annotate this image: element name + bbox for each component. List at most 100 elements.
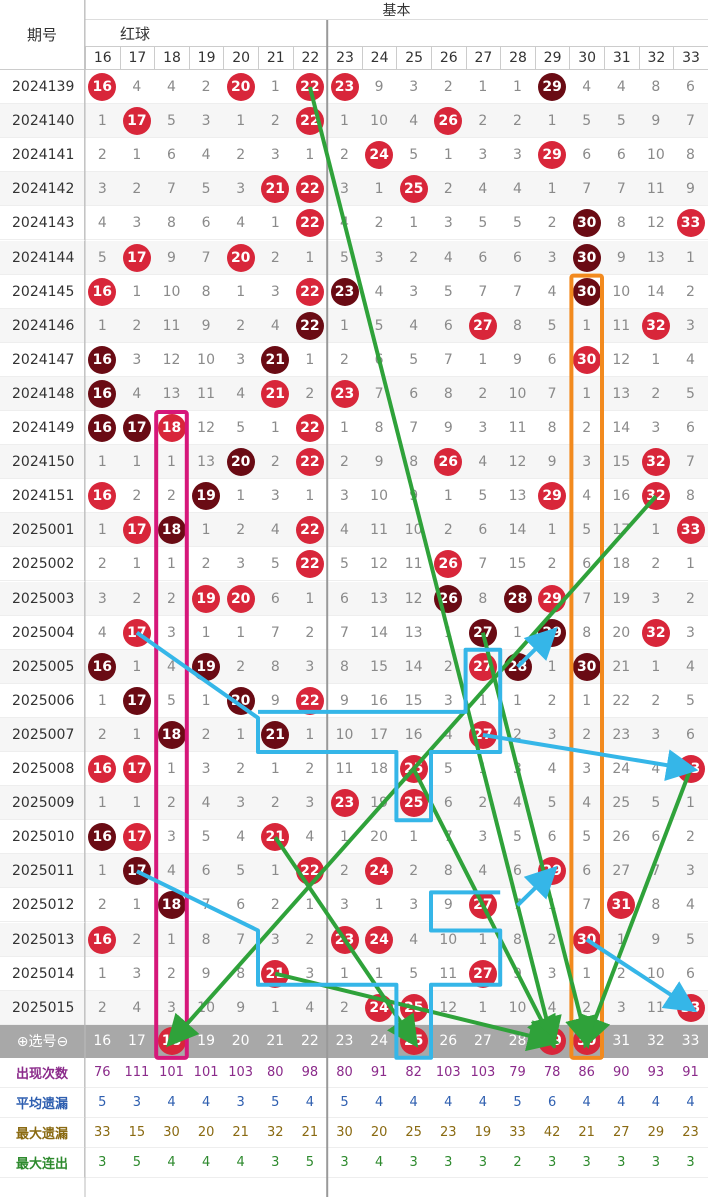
omission-cell: 1 xyxy=(443,488,453,505)
stats-value: 111 xyxy=(119,1058,155,1088)
omission-cell: 9 xyxy=(340,692,349,709)
omission-cell: 6 xyxy=(270,590,280,607)
omission-cell: 9 xyxy=(651,931,661,948)
omission-cell: 1 xyxy=(409,829,419,846)
omission-cell: 1 xyxy=(340,113,349,130)
stats-value: 15 xyxy=(119,1118,155,1148)
omission-cell: 16 xyxy=(370,692,388,709)
omission-cell: 7 xyxy=(443,829,453,846)
ball-21: 21 xyxy=(261,345,290,374)
omission-cell: 2 xyxy=(97,999,107,1016)
omission-cell: 4 xyxy=(97,624,107,641)
stats-value: 80 xyxy=(327,1058,362,1088)
omission-cell: 2 xyxy=(270,249,280,266)
issue-number: 2024142 xyxy=(0,172,85,207)
omission-cell: 3 xyxy=(443,692,453,709)
ball-30: 30 xyxy=(572,345,601,374)
issue-number: 2024139 xyxy=(0,70,85,105)
omission-cell: 2 xyxy=(236,147,246,164)
omission-cell: 1 xyxy=(305,147,315,164)
omission-cell: 5 xyxy=(547,795,557,812)
omission-cell: 10 xyxy=(646,147,665,164)
omission-cell: 1 xyxy=(167,931,176,948)
omission-cell: 10 xyxy=(335,726,354,743)
omission-cell: 1 xyxy=(97,965,107,982)
omission-cell: 6 xyxy=(201,215,211,232)
column-header: 27 xyxy=(465,46,501,70)
ball-20: 20 xyxy=(226,448,255,477)
omission-cell: 3 xyxy=(513,147,522,164)
ball-17: 17 xyxy=(122,755,151,784)
ball-16: 16 xyxy=(88,925,117,954)
omission-cell: 27 xyxy=(612,863,631,880)
omission-cell: 22 xyxy=(612,692,631,709)
omission-cell: 1 xyxy=(547,522,557,539)
omission-cell: 10 xyxy=(162,283,181,300)
omission-cell: 4 xyxy=(201,795,211,812)
stats-value: 91 xyxy=(673,1058,708,1088)
ball-23: 23 xyxy=(330,379,359,408)
omission-cell: 9 xyxy=(409,488,419,505)
omission-cell: 5 xyxy=(547,317,557,334)
omission-cell: 2 xyxy=(547,692,557,709)
omission-cell: 10 xyxy=(404,522,423,539)
omission-cell: 7 xyxy=(340,624,349,641)
omission-cell: 4 xyxy=(236,829,246,846)
omission-cell: 1 xyxy=(686,556,695,573)
omission-cell: 2 xyxy=(582,999,592,1016)
ball-32: 32 xyxy=(641,448,670,477)
omission-cell: 3 xyxy=(651,726,661,743)
omission-cell: 3 xyxy=(409,283,419,300)
omission-cell: 2 xyxy=(305,624,315,641)
stats-value: 93 xyxy=(638,1058,674,1088)
omission-cell: 8 xyxy=(582,624,592,641)
omission-cell: 2 xyxy=(132,590,142,607)
omission-cell: 17 xyxy=(370,726,388,743)
omission-cell: 9 xyxy=(167,249,176,266)
stats-value: 86 xyxy=(569,1058,604,1088)
omission-cell: 8 xyxy=(547,420,557,437)
omission-cell: 3 xyxy=(340,181,349,198)
omission-cell: 7 xyxy=(167,181,176,198)
omission-cell: 12 xyxy=(370,556,388,573)
omission-cell: 24 xyxy=(612,761,631,778)
issue-number: 2024149 xyxy=(0,411,85,446)
omission-cell: 4 xyxy=(270,317,280,334)
selected-ball: 30 xyxy=(572,1027,601,1056)
omission-cell: 1 xyxy=(443,147,453,164)
stats-value: 80 xyxy=(258,1058,293,1088)
column-header: 17 xyxy=(119,46,155,70)
stats-value: 3 xyxy=(465,1148,501,1178)
omission-cell: 9 xyxy=(651,113,661,130)
omission-cell: 1 xyxy=(132,658,142,675)
omission-cell: 2 xyxy=(478,795,488,812)
omission-cell: 9 xyxy=(443,897,453,914)
omission-cell: 8 xyxy=(651,79,661,96)
omission-cell: 1 xyxy=(97,113,107,130)
omission-cell: 4 xyxy=(443,726,453,743)
ball-24: 24 xyxy=(365,925,394,954)
omission-cell: 4 xyxy=(97,215,107,232)
omission-cell: 13 xyxy=(162,385,181,402)
omission-cell: 5 xyxy=(167,692,176,709)
omission-cell: 3 xyxy=(409,897,419,914)
omission-cell: 9 xyxy=(236,999,246,1016)
omission-cell: 11 xyxy=(439,965,458,982)
omission-cell: 1 xyxy=(305,249,315,266)
omission-cell: 1 xyxy=(132,556,142,573)
ball-17: 17 xyxy=(122,414,151,443)
column-header: 16 xyxy=(85,46,120,70)
ball-23: 23 xyxy=(330,925,359,954)
omission-cell: 5 xyxy=(686,385,695,402)
omission-cell: 4 xyxy=(443,249,453,266)
omission-cell: 10 xyxy=(370,488,388,505)
omission-cell: 14 xyxy=(508,522,527,539)
omission-cell: 1 xyxy=(305,590,315,607)
omission-cell: 4 xyxy=(478,454,488,471)
stats-value: 3 xyxy=(85,1148,120,1178)
omission-cell: 4 xyxy=(582,795,592,812)
omission-cell: 4 xyxy=(686,658,695,675)
omission-cell: 3 xyxy=(270,147,280,164)
omission-cell: 2 xyxy=(236,658,246,675)
stats-value: 4 xyxy=(638,1088,674,1118)
